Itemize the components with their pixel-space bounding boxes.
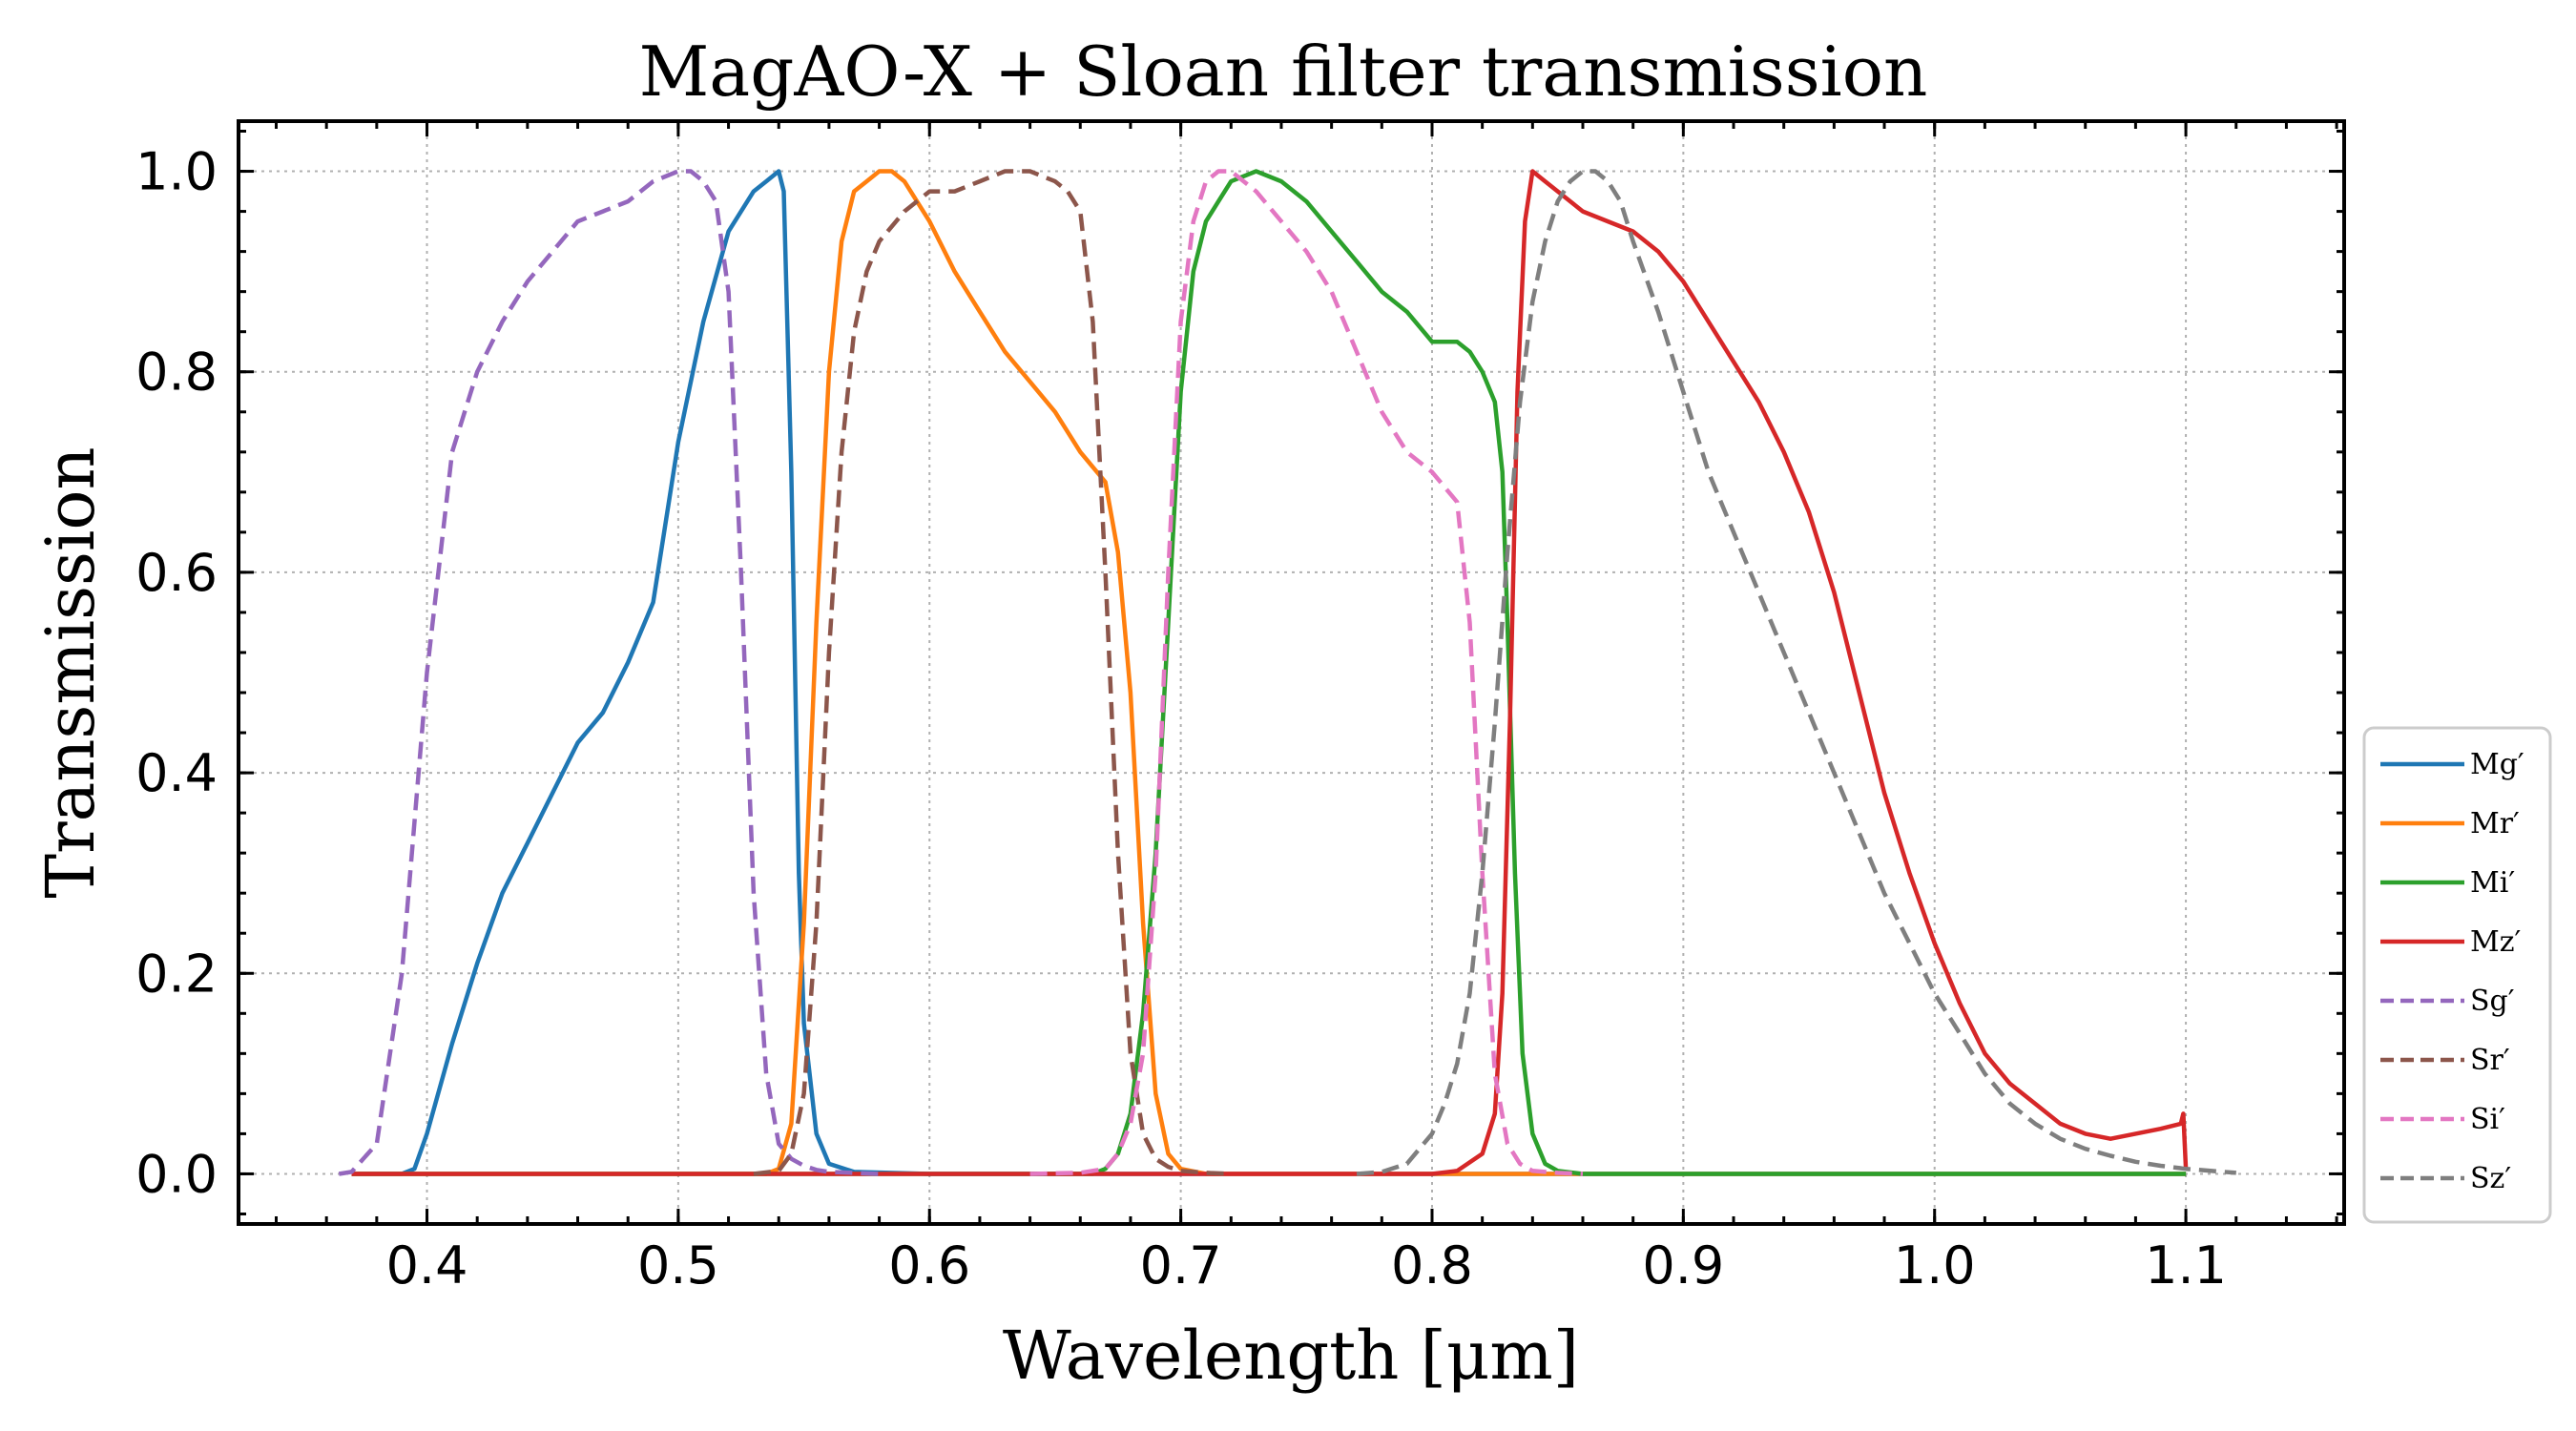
x-tick-label: 1.0: [1894, 1235, 1976, 1296]
y-tick-label: 0.2: [135, 944, 218, 1004]
legend-box: [2362, 726, 2552, 1224]
x-tick-label: 0.5: [637, 1235, 719, 1296]
grid: [239, 121, 2344, 1224]
x-tick-label: 1.1: [2145, 1235, 2227, 1296]
x-tick-label: 0.6: [888, 1235, 970, 1296]
legend-label: Sg′: [2470, 985, 2515, 1018]
y-tick-label: 1.0: [135, 142, 218, 202]
series-line-si: [1029, 169, 1584, 1176]
y-tick-label: 0.4: [135, 743, 218, 803]
y-tick-labels: 0.0 0.2 0.4 0.6 0.8 1.0: [135, 142, 218, 1205]
x-tick-label: 0.9: [1642, 1235, 1724, 1296]
legend-label: Si′: [2470, 1103, 2505, 1136]
x-tick-label: 0.8: [1391, 1235, 1473, 1296]
x-tick-label: 0.7: [1140, 1235, 1222, 1296]
x-tick-labels: 0.4 0.5 0.6 0.7 0.8 0.9 1.0 1.1: [386, 1235, 2227, 1296]
y-tick-label: 0.0: [135, 1144, 218, 1204]
legend-label: Sz′: [2470, 1162, 2511, 1195]
chart-title: MagAO-X + Sloan filter transmission: [639, 31, 1928, 112]
series-line-mr: [351, 169, 2187, 1176]
y-tick-label: 0.6: [135, 543, 218, 603]
plot-lines: [338, 169, 2236, 1176]
legend-label: Sr′: [2470, 1044, 2510, 1077]
series-line-sr: [753, 169, 1232, 1176]
plot-frame: [237, 119, 2346, 1226]
ticks: [239, 121, 2344, 1224]
x-tick-label: 0.4: [386, 1235, 468, 1296]
y-tick-label: 0.8: [135, 342, 218, 403]
series-line-sg: [338, 169, 880, 1176]
legend-label: Mz′: [2470, 925, 2522, 959]
series-line-mg: [351, 169, 2187, 1176]
x-axis-label: Wavelength [μm]: [1003, 1317, 1579, 1395]
legend-label: Mi′: [2470, 866, 2515, 900]
legend-label: Mg′: [2470, 748, 2524, 781]
series-line-sz: [1356, 169, 2236, 1176]
legend: Mg′ Mr′ Mi′ Mz′ Sg′ Sr′ Si′ Sz′: [2362, 726, 2552, 1224]
legend-label: Mr′: [2470, 807, 2520, 840]
y-axis-label: Transmission: [31, 446, 110, 898]
series-line-mi: [351, 169, 2187, 1176]
series-line-mz: [351, 169, 2189, 1176]
